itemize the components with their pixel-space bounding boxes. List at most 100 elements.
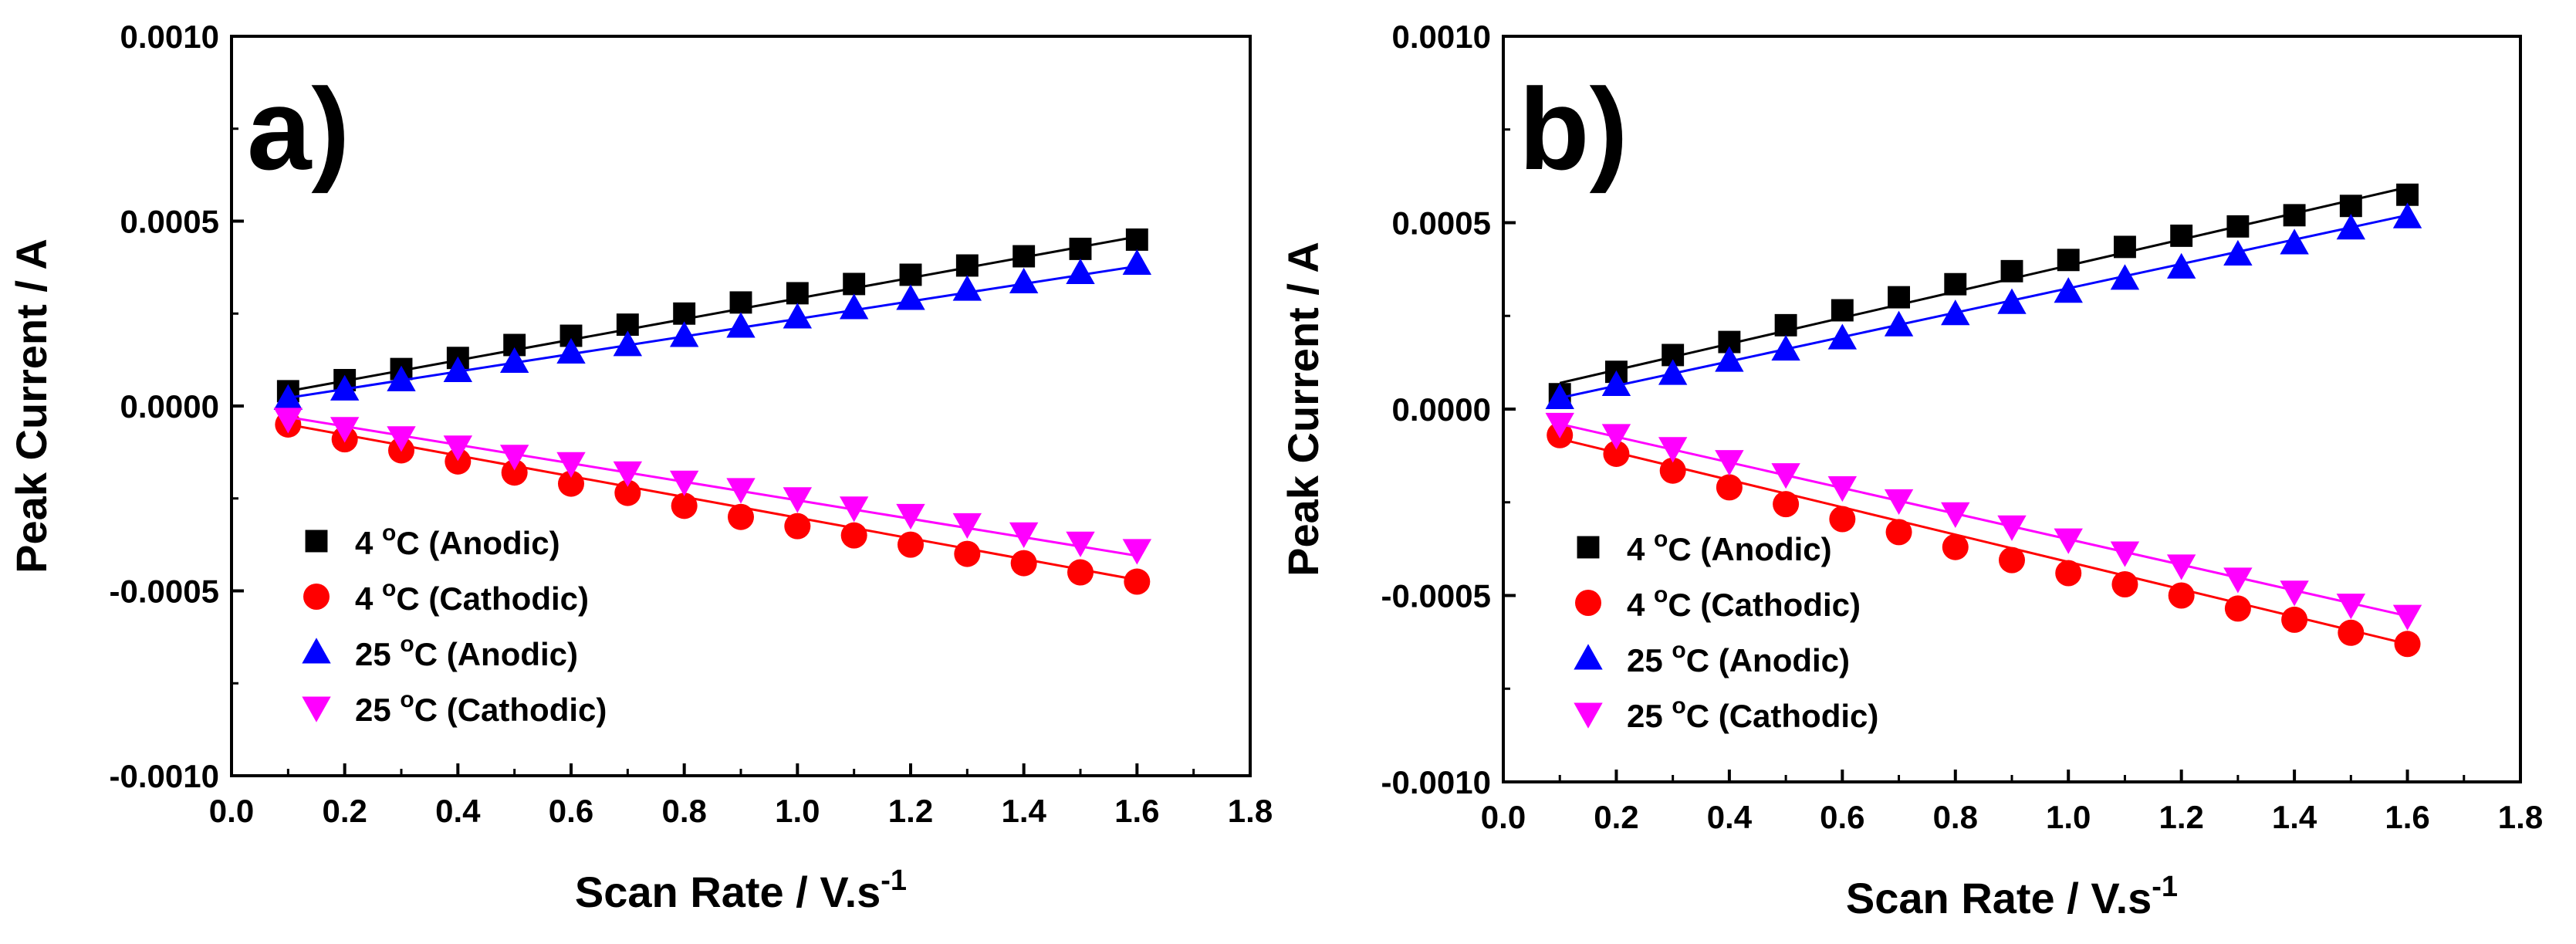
data-point	[784, 513, 811, 540]
data-point	[1009, 267, 1039, 293]
data-point	[1066, 258, 1095, 285]
data-point	[556, 452, 586, 478]
data-point	[1545, 412, 1574, 439]
data-point	[2055, 560, 2082, 587]
data-point	[954, 540, 981, 567]
legend-label: 25 oC (Cathodic)	[355, 687, 607, 728]
data-point	[1888, 286, 1911, 309]
data-point	[786, 282, 809, 305]
data-point	[1658, 359, 1688, 385]
data-point	[2336, 214, 2366, 240]
data-point	[1715, 346, 1744, 372]
data-point	[1774, 313, 1797, 337]
data-point	[1827, 323, 1858, 350]
data-point	[1771, 463, 1800, 489]
data-point	[2170, 224, 2193, 247]
legend-marker	[305, 530, 328, 553]
data-point	[1942, 533, 1969, 560]
data-point	[501, 459, 528, 486]
data-point	[673, 302, 696, 325]
data-point	[783, 487, 813, 513]
data-point	[387, 365, 416, 391]
data-point	[2281, 606, 2308, 633]
x-tick-label: 1.8	[2498, 799, 2543, 835]
data-point	[2224, 595, 2251, 622]
data-point	[499, 445, 529, 471]
data-point	[330, 374, 360, 401]
data-point	[2280, 228, 2309, 255]
data-point	[1125, 228, 1148, 251]
fit-line	[288, 235, 1138, 393]
data-point	[1012, 245, 1036, 268]
chart-panel-b: 0.0 0.2 0.4 0.6 0.8 1.0 1.2 1.4 1.6 1.8 -0.0010 -0.…	[1279, 19, 2543, 922]
data-point	[1659, 457, 1686, 484]
legend-marker	[1574, 644, 1603, 670]
legend-marker	[1577, 536, 1600, 559]
data-point	[1658, 437, 1688, 463]
y-tick-label: -0.0005	[110, 574, 219, 610]
x-tick-label: 0.0	[1481, 799, 1526, 835]
fit-line	[1559, 214, 2408, 399]
x-tick-label: 1.0	[2046, 799, 2091, 835]
x-tick-label: 1.6	[2385, 799, 2429, 835]
legend-label: 4 oC (Anodic)	[1627, 526, 1832, 567]
data-point	[1124, 568, 1151, 595]
data-point	[955, 254, 979, 277]
data-point	[2110, 541, 2140, 567]
y-axis-label: Peak Current / A	[7, 239, 56, 574]
data-point	[2057, 249, 2080, 272]
panel-label: a)	[247, 64, 350, 194]
chart-panel-a: 0.0 0.2 0.4 0.6 0.8 1.0 1.2 1.4 1.6 1.8 -0.0010 -0.…	[7, 19, 1273, 916]
data-point	[2223, 239, 2253, 266]
data-point	[1009, 522, 1039, 548]
data-point	[2166, 554, 2196, 580]
legend-marker	[1574, 702, 1603, 729]
y-tick-label: 0.0000	[120, 388, 219, 425]
data-point	[726, 478, 756, 504]
panel-label: b)	[1519, 64, 1628, 194]
data-point	[1773, 491, 1800, 518]
x-tick-label: 1.4	[2272, 799, 2317, 835]
data-point	[2396, 183, 2419, 206]
data-point	[2111, 571, 2138, 598]
x-tick-label: 0.2	[1594, 799, 1638, 835]
data-point	[729, 291, 752, 314]
fit-line	[1559, 438, 2408, 645]
data-point	[2054, 528, 2083, 554]
legend-label: 25 oC (Cathodic)	[1627, 693, 1878, 734]
data-point	[839, 293, 869, 320]
data-point	[387, 426, 416, 452]
x-tick-label: 0.8	[1933, 799, 1978, 835]
data-point	[614, 479, 641, 506]
x-tick-label: 1.2	[2158, 799, 2203, 835]
x-tick-label: 0.4	[1707, 799, 1753, 835]
x-tick-label: 0.4	[435, 793, 481, 829]
y-tick-label: -0.0010	[1381, 764, 1491, 800]
legend-label: 25 oC (Anodic)	[355, 631, 578, 672]
data-point	[1601, 370, 1631, 397]
x-tick-label: 1.4	[1001, 793, 1046, 829]
data-point	[1715, 450, 1744, 476]
fit-line	[1559, 422, 2408, 617]
data-point	[1941, 299, 1970, 326]
data-point	[2392, 202, 2422, 228]
data-point	[952, 513, 982, 539]
data-point	[613, 330, 643, 357]
data-point	[2113, 235, 2136, 259]
data-point	[1771, 335, 1800, 361]
data-point	[669, 470, 699, 496]
data-point	[2168, 582, 2195, 609]
y-tick-label: 0.0010	[120, 19, 219, 55]
data-point	[2226, 215, 2250, 238]
fit-line	[288, 423, 1138, 581]
x-tick-label: 1.0	[775, 793, 820, 829]
y-tick-label: -0.0010	[110, 758, 219, 794]
data-point	[1069, 237, 1092, 260]
x-tick-label: 1.2	[888, 793, 933, 829]
data-point	[669, 321, 699, 347]
data-point	[445, 448, 472, 475]
data-point	[839, 496, 869, 523]
data-point	[896, 284, 925, 310]
data-point	[613, 461, 643, 487]
